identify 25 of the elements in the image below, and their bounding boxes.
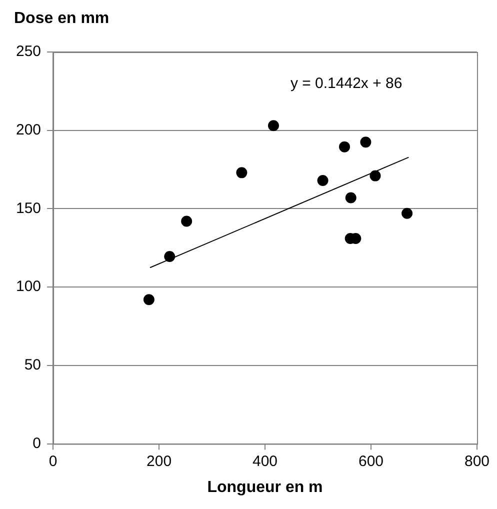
annotation: y = 0.1442x + 86 <box>290 75 402 92</box>
point <box>236 167 248 178</box>
point <box>402 208 413 219</box>
y-tick-label: 150 <box>16 200 42 217</box>
point <box>181 216 192 227</box>
y-tick-label: 250 <box>16 43 42 60</box>
point <box>360 136 372 148</box>
point <box>268 120 279 132</box>
x-tick-label: 0 <box>48 452 58 470</box>
y-axis-title: Dose en mm <box>14 10 110 28</box>
point <box>143 294 154 306</box>
x-tick-label: 600 <box>358 452 384 470</box>
y-tick-label: 100 <box>16 278 42 296</box>
y-tick-label: 0 <box>32 434 42 452</box>
point <box>370 170 381 182</box>
x-tick-label: 400 <box>252 452 278 470</box>
x-tick-label: 800 <box>464 452 490 470</box>
y-tick-label: 200 <box>16 122 42 138</box>
point <box>339 141 350 152</box>
x-axis-title: Longueur en m <box>207 478 323 496</box>
y-tick-label: 50 <box>24 356 42 374</box>
x-tick-label: 200 <box>146 452 172 470</box>
point <box>317 175 328 186</box>
point <box>345 192 356 204</box>
point <box>164 251 176 262</box>
